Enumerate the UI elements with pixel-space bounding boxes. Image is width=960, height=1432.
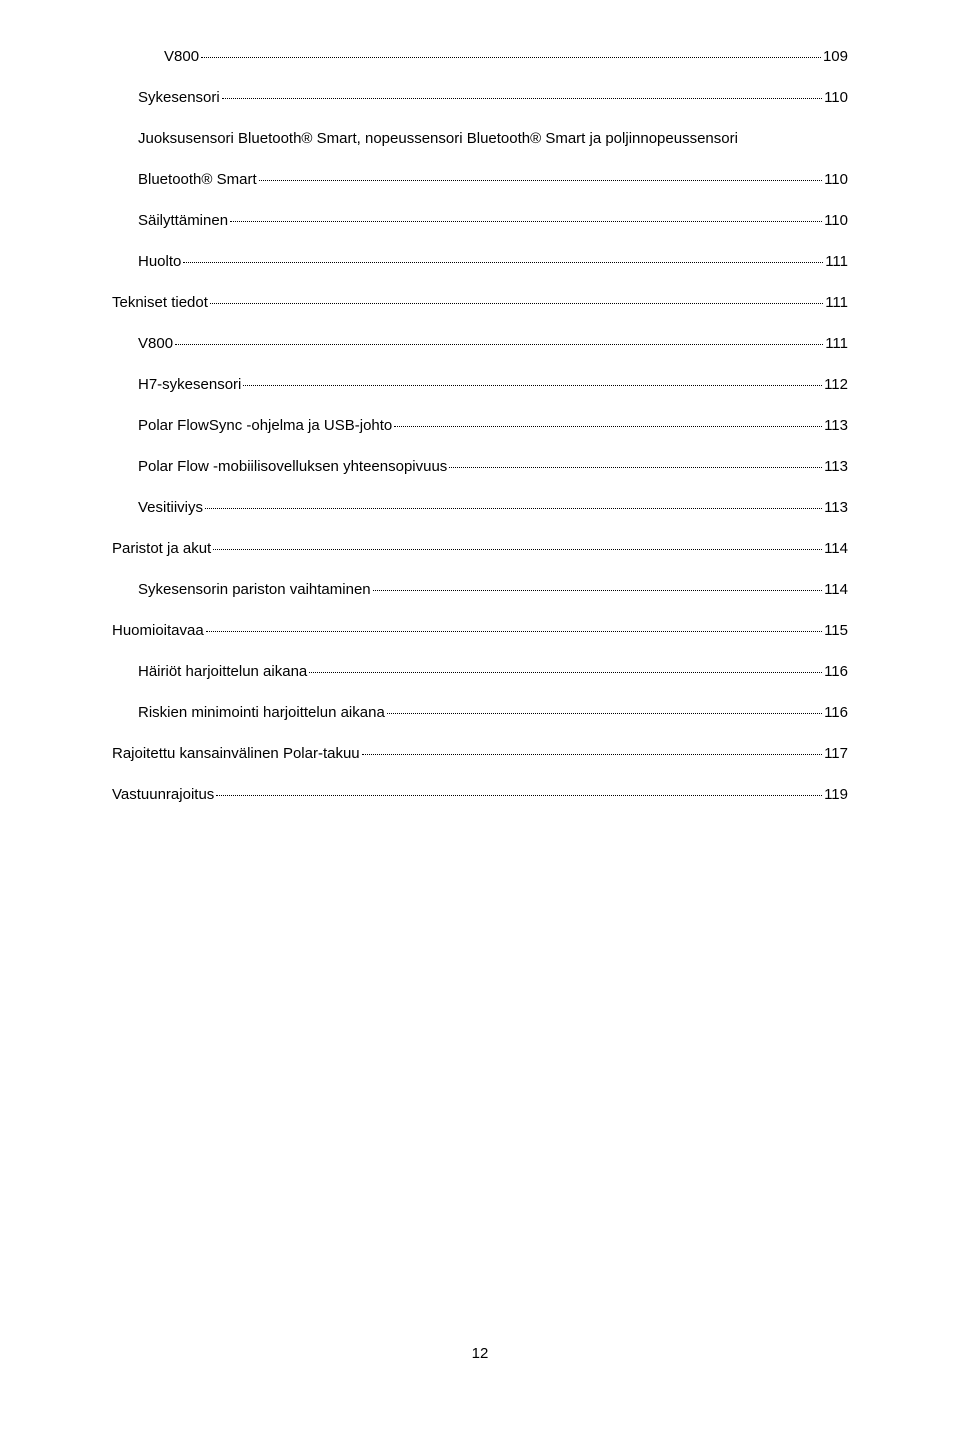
- toc-leader-dots: [216, 795, 822, 796]
- toc-entry: Rajoitettu kansainvälinen Polar-takuu 117: [112, 745, 848, 762]
- toc-entry-title: Huolto: [138, 253, 181, 270]
- toc-entry: Vesitiiviys 113: [112, 499, 848, 516]
- toc-entry-title: Rajoitettu kansainvälinen Polar-takuu: [112, 745, 360, 762]
- toc-leader-dots: [175, 344, 823, 345]
- toc-entry: Riskien minimointi harjoittelun aikana 11…: [112, 704, 848, 721]
- toc-leader-dots: [201, 57, 821, 58]
- toc-entry-title: H7-sykesensori: [138, 376, 241, 393]
- toc-entry-title: Häiriöt harjoittelun aikana: [138, 663, 307, 680]
- toc-leader-dots: [394, 426, 822, 427]
- toc-leader-dots: [206, 631, 822, 632]
- toc-leader-dots: [362, 754, 822, 755]
- page-number: 12: [0, 1345, 960, 1362]
- toc-entry-page: 109: [823, 48, 848, 65]
- toc-entry-page: 111: [825, 253, 848, 270]
- toc-entry: Huomioitavaa 115: [112, 622, 848, 639]
- toc-entry-title: Tekniset tiedot: [112, 294, 208, 311]
- toc-entry-title: V800: [164, 48, 199, 65]
- toc-leader-dots: [387, 713, 822, 714]
- toc-leader-dots: [230, 221, 822, 222]
- toc-entry: Tekniset tiedot 111: [112, 294, 848, 311]
- toc-entry-page: 111: [825, 335, 848, 352]
- toc-entry-title: V800: [138, 335, 173, 352]
- toc-entry: Polar FlowSync -ohjelma ja USB-johto 113: [112, 417, 848, 434]
- toc-leader-dots: [309, 672, 822, 673]
- toc-leader-dots: [449, 467, 822, 468]
- toc-entry-page: 111: [825, 294, 848, 311]
- toc-entry: V800 111: [112, 335, 848, 352]
- toc-entry-title: Bluetooth® Smart: [138, 171, 257, 188]
- toc-entry: Sykesensorin pariston vaihtaminen 114: [112, 581, 848, 598]
- toc-entry-title: Juoksusensori Bluetooth® Smart, nopeusse…: [138, 130, 738, 147]
- toc-entry-page: 116: [824, 704, 848, 721]
- toc-entry-page: 115: [824, 622, 848, 639]
- toc-entry: H7-sykesensori 112: [112, 376, 848, 393]
- toc-entry-page: 119: [824, 786, 848, 803]
- toc-leader-dots: [243, 385, 822, 386]
- toc-entry: Paristot ja akut 114: [112, 540, 848, 557]
- toc-container: V800 109 Sykesensori 110 Juoksusensori Bluet…: [0, 0, 960, 803]
- toc-entry-page: 113: [824, 499, 848, 516]
- toc-entry-page: 114: [824, 581, 848, 598]
- toc-entry-title: Riskien minimointi harjoittelun aikana: [138, 704, 385, 721]
- toc-entry-page: 110: [824, 171, 848, 188]
- toc-entry-title: Säilyttäminen: [138, 212, 228, 229]
- toc-leader-dots: [183, 262, 823, 263]
- toc-leader-dots: [373, 590, 822, 591]
- toc-entry-title: Polar FlowSync -ohjelma ja USB-johto: [138, 417, 392, 434]
- toc-entry-page: 113: [824, 417, 848, 434]
- toc-entry-title: Polar Flow -mobiilisovelluksen yhteensop…: [138, 458, 447, 475]
- toc-leader-dots: [205, 508, 822, 509]
- toc-entry: Sykesensori 110: [112, 89, 848, 106]
- toc-entry-title: Vastuunrajoitus: [112, 786, 214, 803]
- toc-leader-dots: [210, 303, 823, 304]
- toc-entry: Juoksusensori Bluetooth® Smart, nopeusse…: [112, 130, 848, 147]
- toc-entry: Vastuunrajoitus 119: [112, 786, 848, 803]
- toc-entry: Bluetooth® Smart 110: [112, 171, 848, 188]
- toc-entry-page: 116: [824, 663, 848, 680]
- toc-leader-dots: [222, 98, 822, 99]
- toc-entry-page: 117: [824, 745, 848, 762]
- toc-leader-dots: [213, 549, 822, 550]
- toc-entry-title: Vesitiiviys: [138, 499, 203, 516]
- toc-leader-dots: [259, 180, 822, 181]
- toc-entry: Säilyttäminen 110: [112, 212, 848, 229]
- toc-entry-title: Paristot ja akut: [112, 540, 211, 557]
- toc-entry: Polar Flow -mobiilisovelluksen yhteensop…: [112, 458, 848, 475]
- toc-entry-title: Sykesensori: [138, 89, 220, 106]
- toc-entry-page: 113: [824, 458, 848, 475]
- toc-entry-title: Sykesensorin pariston vaihtaminen: [138, 581, 371, 598]
- toc-entry-page: 110: [824, 212, 848, 229]
- toc-entry: Huolto 111: [112, 253, 848, 270]
- toc-entry-title: Huomioitavaa: [112, 622, 204, 639]
- toc-entry-page: 112: [824, 376, 848, 393]
- toc-entry: Häiriöt harjoittelun aikana 116: [112, 663, 848, 680]
- toc-entry-page: 114: [824, 540, 848, 557]
- toc-entry-page: 110: [824, 89, 848, 106]
- toc-entry: V800 109: [112, 48, 848, 65]
